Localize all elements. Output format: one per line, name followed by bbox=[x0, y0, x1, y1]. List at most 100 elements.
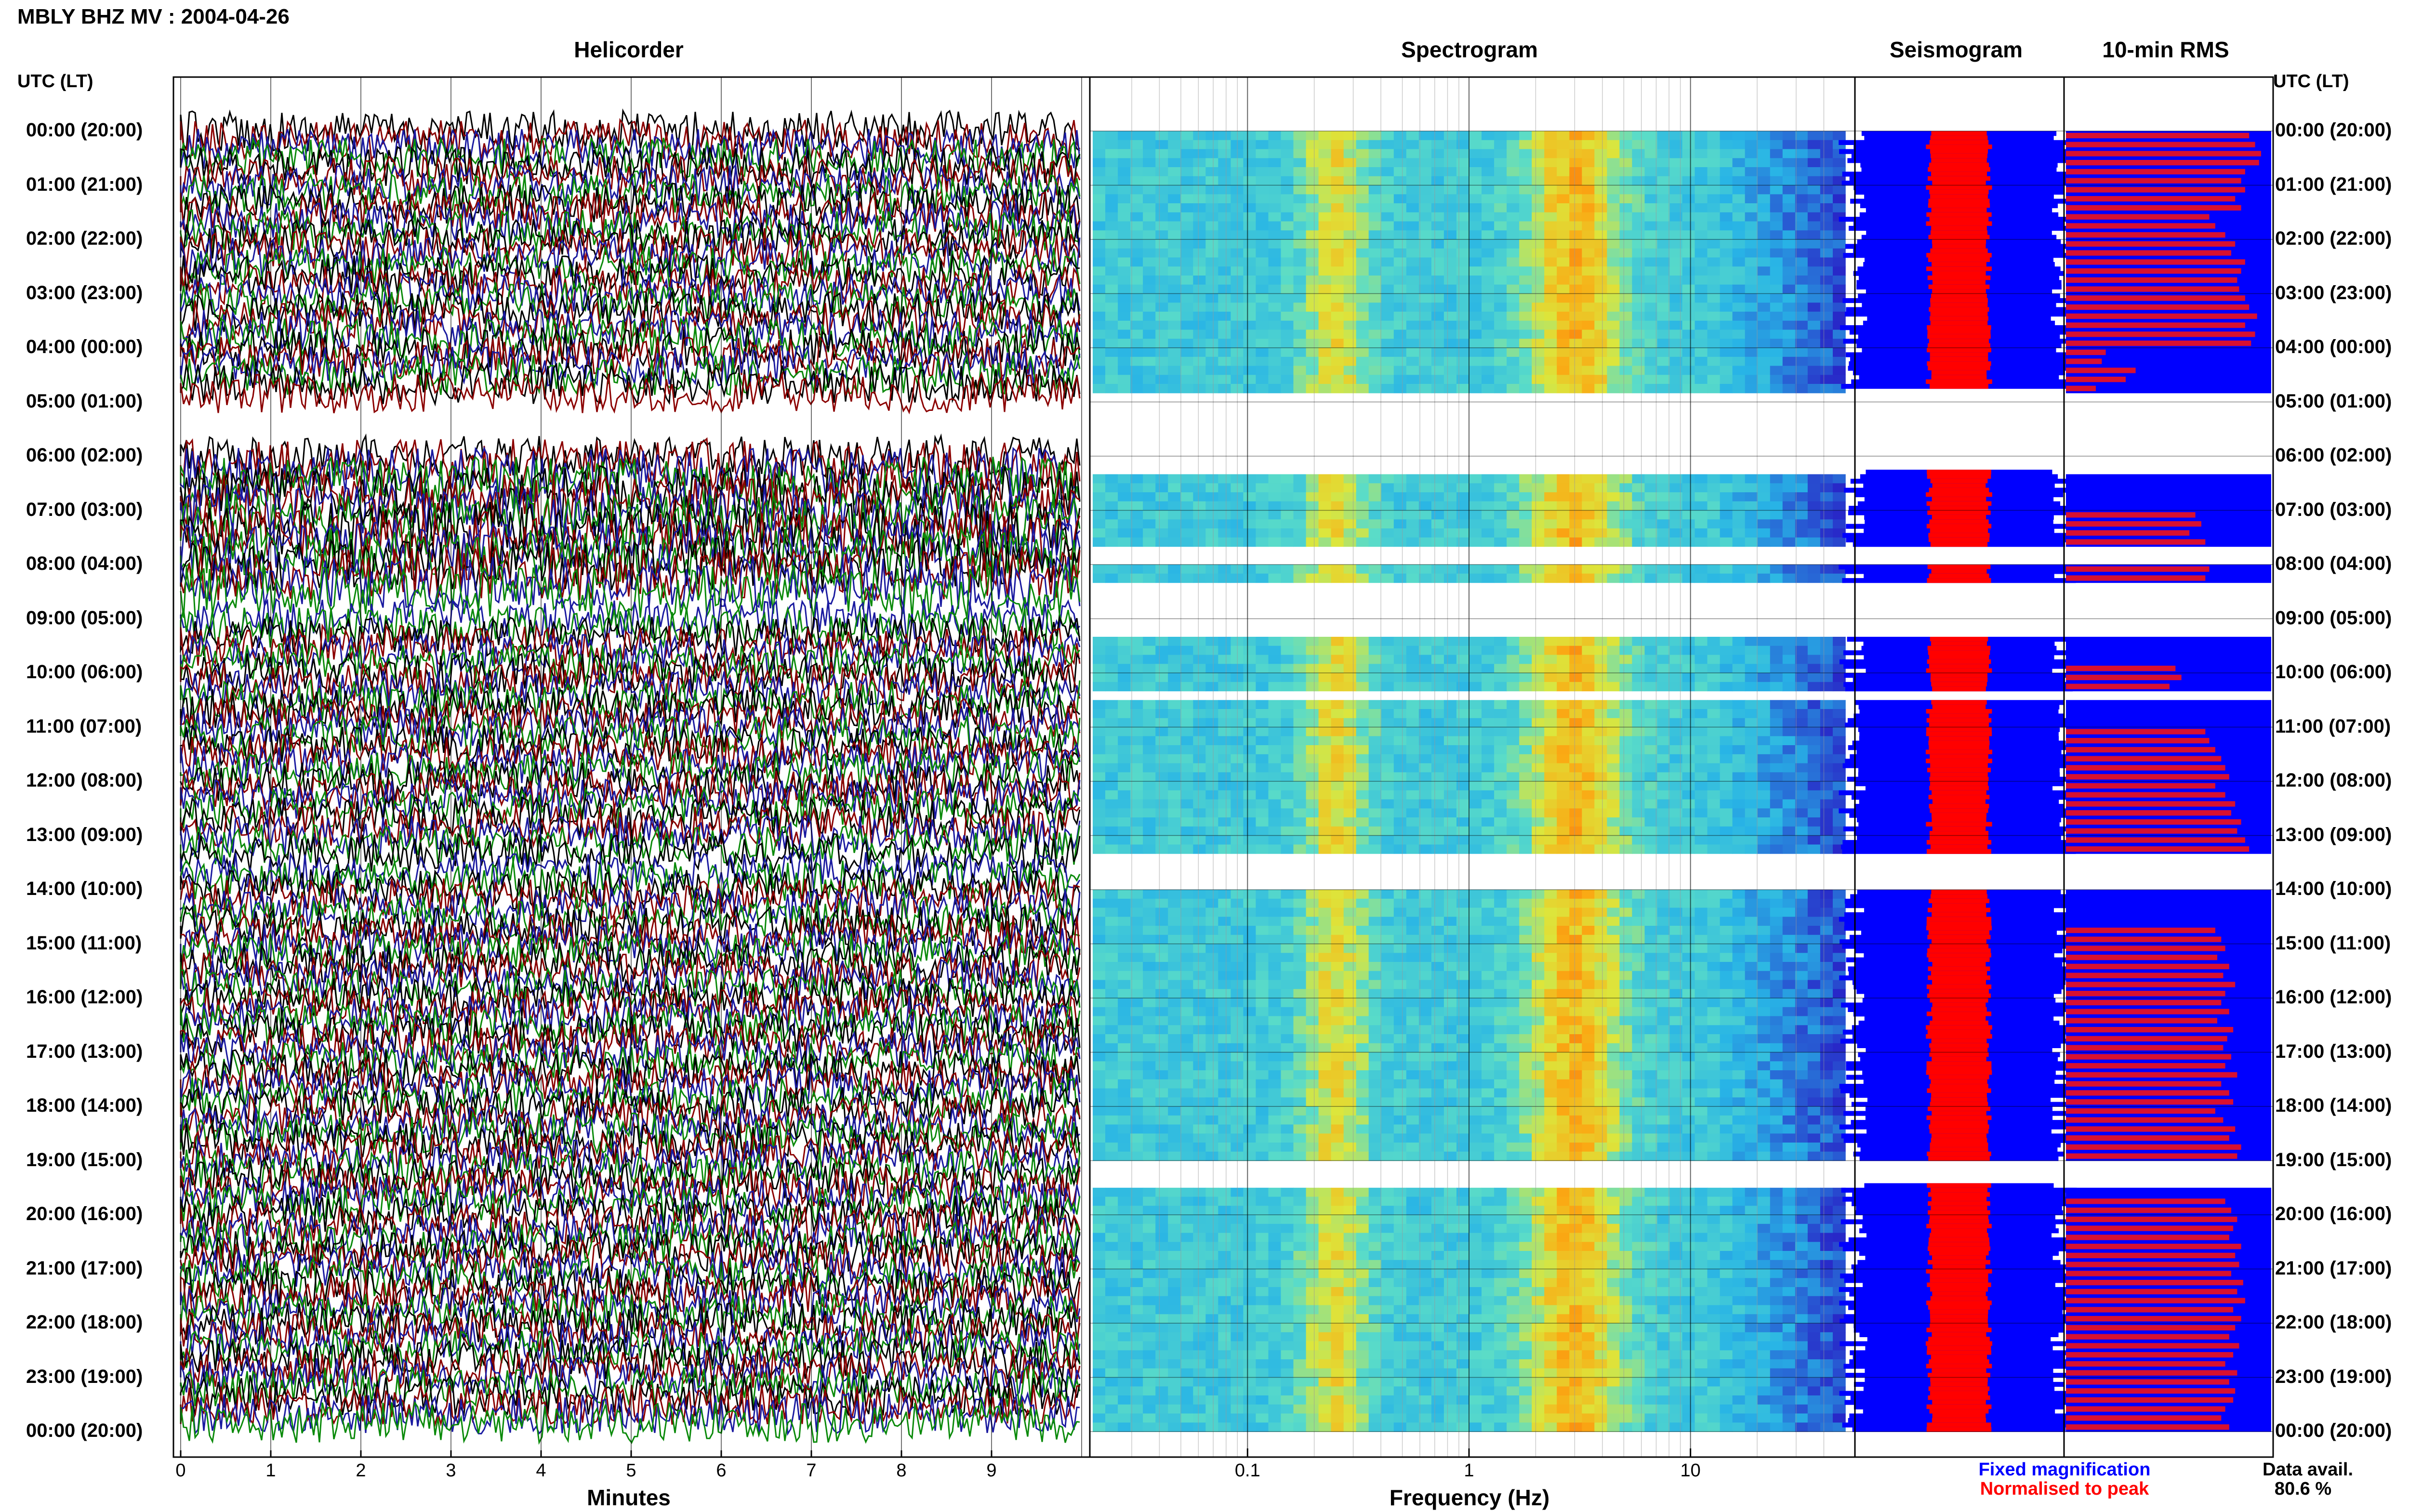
spectrogram-cell bbox=[1807, 194, 1821, 204]
spectrogram-cell bbox=[1494, 907, 1507, 917]
spectrogram-cell bbox=[1582, 907, 1595, 917]
spectrogram-cell bbox=[1707, 276, 1721, 285]
spectrogram-cell bbox=[1193, 140, 1206, 150]
spectrogram-cell bbox=[1431, 718, 1444, 728]
spectrogram-cell bbox=[1682, 375, 1695, 384]
spectrogram-cell bbox=[1745, 718, 1758, 728]
spectrogram-cell bbox=[1281, 339, 1294, 348]
spectrogram-cell bbox=[1155, 510, 1168, 520]
spectrogram-cell bbox=[1268, 257, 1282, 267]
spectrogram-cell bbox=[1356, 917, 1369, 926]
spectrogram-cell bbox=[1544, 140, 1557, 150]
spectrogram-cell bbox=[1431, 140, 1444, 150]
spectrogram-cell bbox=[1093, 257, 1106, 267]
spectrogram-cell bbox=[1368, 302, 1382, 312]
spectrogram-cell bbox=[1356, 302, 1369, 312]
spectrogram-cell bbox=[1256, 239, 1269, 249]
spectrogram-cell bbox=[1443, 917, 1457, 926]
spectrogram-cell bbox=[1482, 293, 1495, 303]
spectrogram-cell bbox=[1168, 1016, 1181, 1026]
spectrogram-cell bbox=[1155, 718, 1168, 728]
spectrogram-cell bbox=[1757, 682, 1771, 692]
spectrogram-cell bbox=[1632, 1043, 1645, 1053]
spectrogram-cell bbox=[1682, 149, 1695, 158]
spectrogram-cell bbox=[1318, 510, 1332, 520]
spectrogram-cell bbox=[1519, 664, 1532, 673]
spectrogram-cell bbox=[1256, 501, 1269, 511]
spectrogram-cell bbox=[1807, 682, 1821, 692]
spectrogram-cell bbox=[1143, 934, 1156, 945]
spectrogram-cell bbox=[1720, 276, 1733, 285]
spectrogram-cell bbox=[1143, 826, 1156, 836]
spectrogram-cell bbox=[1507, 565, 1520, 574]
spectrogram-cell bbox=[1582, 790, 1595, 800]
spectrogram-cell bbox=[1782, 384, 1796, 394]
helicorder-trace bbox=[180, 1147, 1081, 1192]
spectrogram-cell bbox=[1268, 194, 1282, 204]
spectrogram-cell bbox=[1118, 537, 1131, 547]
spectrogram-cell bbox=[1418, 971, 1432, 981]
spectrogram-cell bbox=[1456, 284, 1469, 294]
spectrogram-cell bbox=[1343, 158, 1357, 168]
spectrogram-cell bbox=[1431, 926, 1444, 935]
spectrogram-cell bbox=[1143, 284, 1156, 294]
spectrogram-cell bbox=[1707, 917, 1721, 926]
spectrogram-cell bbox=[1381, 203, 1394, 213]
spectrogram-cell bbox=[1331, 366, 1344, 375]
spectrogram-cell bbox=[1494, 844, 1507, 854]
spectrogram-cell bbox=[1393, 907, 1407, 917]
spectrogram-cell bbox=[1482, 682, 1495, 692]
spectrogram-cell bbox=[1293, 329, 1307, 339]
spectrogram-cell bbox=[1632, 302, 1645, 312]
spectrogram-cell bbox=[1205, 248, 1219, 258]
spectrogram-cell bbox=[1657, 926, 1670, 935]
spectrogram-cell bbox=[1694, 230, 1708, 240]
spectrogram-cell bbox=[1393, 962, 1407, 972]
spectrogram-cell bbox=[1155, 989, 1168, 999]
spectrogram-cell bbox=[1569, 140, 1583, 150]
spectrogram-cell bbox=[1093, 844, 1106, 854]
spectrogram-cell bbox=[1293, 1025, 1307, 1035]
spectrogram-cell bbox=[1168, 284, 1181, 294]
spectrogram-cell bbox=[1443, 284, 1457, 294]
spectrogram-cell bbox=[1155, 528, 1168, 538]
spectrogram-cell bbox=[1306, 754, 1319, 764]
spectrogram-cell bbox=[1544, 645, 1557, 656]
spectrogram-cell bbox=[1306, 1007, 1319, 1017]
spectrogram-cell bbox=[1368, 492, 1382, 502]
spectrogram-cell bbox=[1393, 898, 1407, 908]
spectrogram-cell bbox=[1782, 844, 1796, 854]
spectrogram-cell bbox=[1456, 709, 1469, 719]
spectrogram-cell bbox=[1757, 276, 1771, 285]
spectrogram-cell bbox=[1494, 772, 1507, 782]
spectrogram-cell bbox=[1657, 366, 1670, 375]
spectrogram-cell bbox=[1669, 898, 1683, 908]
spectrogram-cell bbox=[1657, 339, 1670, 348]
spectrogram-cell bbox=[1331, 754, 1344, 764]
spectrogram-cell bbox=[1657, 772, 1670, 782]
spectrogram-cell bbox=[1669, 781, 1683, 791]
hour-label: 02:00 (22:00) bbox=[2275, 228, 2392, 249]
spectrogram-cell bbox=[1494, 1043, 1507, 1053]
spectrogram-cell bbox=[1745, 537, 1758, 547]
spectrogram-cell bbox=[1343, 230, 1357, 240]
spectrogram-cell bbox=[1443, 230, 1457, 240]
spectrogram-cell bbox=[1619, 682, 1633, 692]
spectrogram-cell bbox=[1205, 673, 1219, 683]
spectrogram-cell bbox=[1745, 284, 1758, 294]
spectrogram-cell bbox=[1293, 763, 1307, 773]
spectrogram-cell bbox=[1782, 348, 1796, 357]
spectrogram-cell bbox=[1469, 149, 1482, 158]
spectrogram-cell bbox=[1418, 519, 1432, 529]
spectrogram-cell bbox=[1368, 826, 1382, 836]
spectrogram-cell bbox=[1343, 835, 1357, 845]
spectrogram-cell bbox=[1820, 817, 1833, 827]
spectrogram-cell bbox=[1519, 239, 1532, 249]
spectrogram-cell bbox=[1569, 483, 1583, 493]
spectrogram-cell bbox=[1469, 284, 1482, 294]
spectrogram-cell bbox=[1619, 1025, 1633, 1035]
spectrogram-cell bbox=[1205, 790, 1219, 800]
spectrogram-cell bbox=[1782, 926, 1796, 935]
spectrogram-cell bbox=[1469, 565, 1482, 574]
spectrogram-cell bbox=[1682, 257, 1695, 267]
